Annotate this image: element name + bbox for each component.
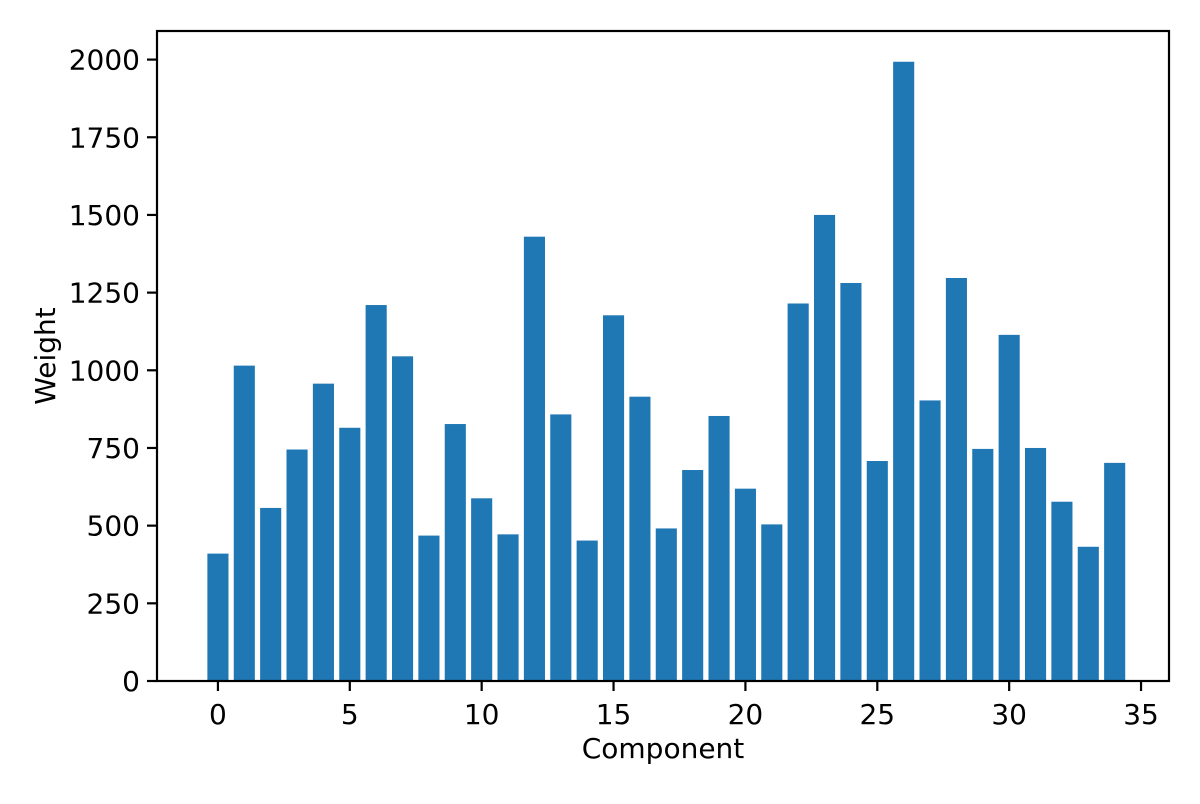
bar-5 (339, 427, 361, 681)
y-tick-label-1750: 1750 (69, 121, 140, 154)
bar-10 (471, 498, 493, 681)
bar-9 (444, 424, 466, 681)
bar-20 (734, 488, 756, 681)
x-tick-label-30: 30 (991, 698, 1027, 731)
y-tick-label-250: 250 (87, 587, 140, 620)
bar-4 (312, 383, 334, 681)
x-tick-label-20: 20 (728, 698, 764, 731)
x-tick-label-35: 35 (1123, 698, 1159, 731)
bar-19 (708, 415, 730, 681)
bar-24 (840, 282, 862, 681)
bar-28 (945, 278, 967, 681)
y-tick-label-2000: 2000 (69, 44, 140, 77)
x-axis-label: Component (582, 732, 745, 765)
bar-11 (497, 534, 519, 681)
bar-0 (207, 553, 229, 681)
axes-layer: 0 5 10 15 20 25 30 35 0 250 500 750 1000 1250 1500 1750… (69, 29, 1171, 731)
bar-23 (814, 214, 836, 681)
bar-7 (392, 356, 414, 681)
bar-14 (576, 540, 598, 681)
bar-15 (603, 315, 625, 681)
bar-12 (523, 236, 545, 681)
bar-2 (260, 507, 282, 681)
y-tick-label-500: 500 (87, 510, 140, 543)
bar-27 (919, 400, 941, 681)
x-tick-label-5: 5 (341, 698, 359, 731)
y-tick-label-1250: 1250 (69, 277, 140, 310)
y-tick-label-0: 0 (122, 665, 140, 698)
bar-16 (629, 396, 651, 681)
bar-29 (972, 448, 994, 681)
bar-25 (866, 461, 888, 681)
bar-6 (365, 305, 387, 681)
bar-30 (998, 334, 1020, 681)
x-tick-label-10: 10 (464, 698, 500, 731)
x-tick-label-15: 15 (596, 698, 632, 731)
y-axis-label: Weight (29, 307, 62, 405)
y-tick-label-750: 750 (87, 432, 140, 465)
bar-1 (233, 365, 255, 681)
bar-34 (1104, 462, 1126, 681)
x-tick-label-0: 0 (209, 698, 227, 731)
y-tick-label-1000: 1000 (69, 354, 140, 387)
bar-8 (418, 535, 440, 681)
axes-spines (155, 29, 1171, 683)
bar-3 (286, 449, 308, 681)
bar-32 (1051, 501, 1073, 681)
bar-21 (761, 524, 783, 681)
bar-18 (682, 470, 704, 681)
bars-layer (207, 61, 1126, 681)
bar-22 (787, 303, 809, 681)
bar-31 (1024, 447, 1047, 681)
bar-13 (550, 414, 572, 681)
bar-33 (1077, 546, 1099, 681)
bar-17 (655, 528, 677, 681)
x-tick-label-25: 25 (859, 698, 895, 731)
y-tick-label-1500: 1500 (69, 199, 140, 232)
bar-26 (893, 61, 915, 681)
